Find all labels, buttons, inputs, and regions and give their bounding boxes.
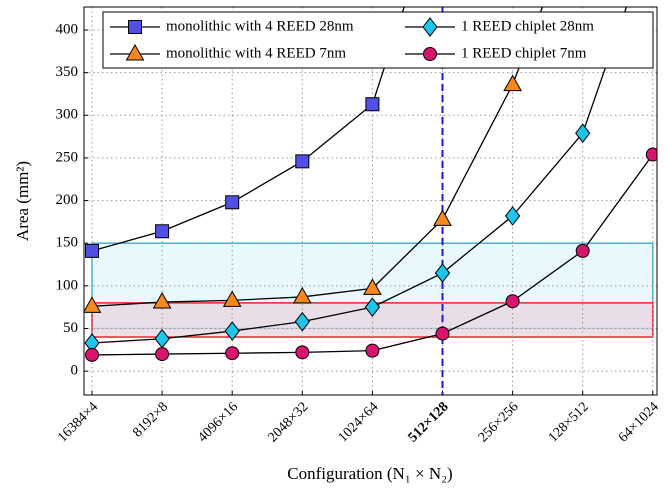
marker xyxy=(645,147,657,162)
marker xyxy=(295,345,310,360)
x-tick-label: 4096×16 xyxy=(195,399,241,445)
y-tick-label: 150 xyxy=(56,235,79,251)
y-tick-label: 50 xyxy=(63,320,78,336)
x-tick-label: 16384×4 xyxy=(55,399,101,445)
x-axis-label: Configuration (N₁ × N₂) xyxy=(287,464,452,483)
plot-frame xyxy=(83,6,658,396)
marker xyxy=(504,206,521,226)
x-tick-label: 64×1024 xyxy=(616,399,662,445)
marker xyxy=(155,347,170,362)
series-layer xyxy=(84,7,657,362)
legend-box xyxy=(102,11,654,69)
legend-label: 1 REED chiplet 7nm xyxy=(461,45,587,61)
series-line xyxy=(91,7,544,307)
marker xyxy=(434,263,451,283)
marker xyxy=(575,243,590,258)
marker xyxy=(225,195,240,210)
marker xyxy=(364,297,381,317)
marker xyxy=(365,97,380,112)
marker xyxy=(294,311,310,332)
marker xyxy=(503,74,522,92)
plot-area xyxy=(83,6,658,396)
marker xyxy=(575,123,591,144)
y-tick-label: 300 xyxy=(56,107,79,123)
marker xyxy=(125,43,145,61)
x-tick-label: 128×512 xyxy=(546,399,592,445)
legend-label: monolithic with 4 REED 28nm xyxy=(166,18,354,34)
marker xyxy=(85,243,99,258)
y-axis-label: Area (mm²) xyxy=(13,161,32,241)
marker xyxy=(422,17,438,37)
marker xyxy=(435,326,450,341)
marker xyxy=(155,224,170,239)
marker xyxy=(85,347,99,362)
marker xyxy=(365,343,380,358)
marker xyxy=(505,294,520,309)
marker xyxy=(225,346,240,361)
marker xyxy=(84,296,102,313)
y-tick-label: 200 xyxy=(56,192,79,208)
legend-label: 1 REED chiplet 28nm xyxy=(461,18,594,34)
y-tick-label: 350 xyxy=(56,64,79,80)
marker xyxy=(433,209,452,226)
marker xyxy=(224,321,240,341)
x-tick-label: 1024×64 xyxy=(336,399,382,445)
y-tick-label: 250 xyxy=(56,149,79,165)
x-tick-label: 2048×32 xyxy=(266,399,312,445)
y-tick-label: 400 xyxy=(56,21,79,37)
y-tick-label: 0 xyxy=(71,363,79,379)
marker xyxy=(363,278,382,295)
x-tick-label: 512×128 xyxy=(406,399,452,445)
x-tick-label: 256×256 xyxy=(476,399,522,445)
marker xyxy=(222,290,242,307)
marker xyxy=(292,286,312,304)
x-tick-label: 8192×8 xyxy=(130,399,171,440)
legend-label: monolithic with 4 REED 7nm xyxy=(166,45,346,61)
marker xyxy=(152,292,172,309)
y-tick-label: 100 xyxy=(56,277,79,293)
marker xyxy=(295,154,310,169)
marker xyxy=(423,47,437,61)
marker xyxy=(128,20,142,34)
